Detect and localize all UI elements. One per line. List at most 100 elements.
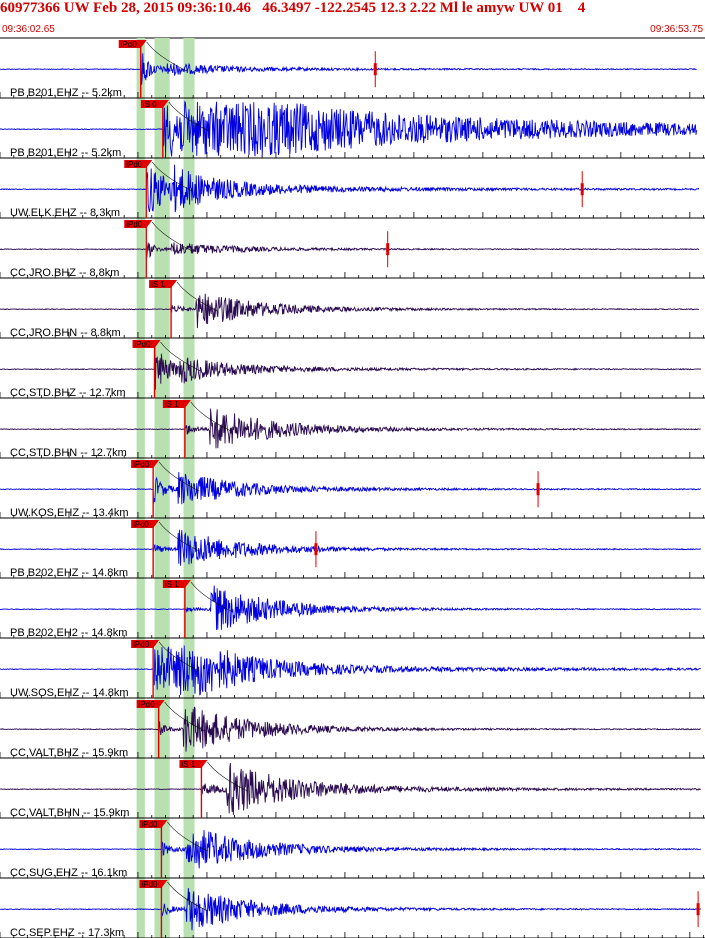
pick-label: iS 1 (151, 280, 165, 289)
trace-row: iPd0 UW.ELK.EHZ -- 8.3km (0, 160, 705, 219)
station-label: CC.STD.BHN -- 12.7km (10, 447, 127, 459)
pick-flag (136, 700, 159, 708)
pick-flag-tip (153, 460, 160, 468)
pick-flag (162, 400, 185, 408)
theoretical-curve (167, 821, 208, 852)
theoretical-curve (176, 281, 218, 312)
pick-flag (149, 280, 172, 288)
amplitude-box (536, 483, 540, 496)
trace-row: iPd0 CC.VALT.BHZ -- 15.9km (0, 700, 705, 759)
waveform-trace (0, 344, 702, 390)
pick-window-1 (160, 38, 170, 938)
pick-flag (162, 580, 185, 588)
station-label: CC.SEP.EHZ -- 17.3km (10, 927, 124, 938)
theoretical-curve (151, 161, 193, 192)
station-label: PB B201.EHZ -- 5.2km (10, 87, 122, 99)
pick-flag-tip (146, 160, 153, 168)
theoretical-curve (146, 41, 187, 72)
station-label: CC.VALT.BHN -- 15.9km (10, 807, 129, 819)
trace-row: iPd0 CC.STD.BHZ -- 12.7km (0, 340, 705, 399)
station-label: CC.STD.BHZ -- 12.7km (10, 387, 126, 399)
pick-flag (131, 520, 154, 528)
theoretical-curve (167, 881, 208, 912)
station-label: UW.KOS.EHZ -- 13.4km (10, 507, 129, 519)
amplitude-box (373, 63, 377, 76)
pick-flag-tip (161, 820, 168, 828)
theoretical-curve (168, 101, 209, 132)
station-label: PB B202.EHZ -- 14.8km (10, 567, 128, 579)
pick-flag-tip (140, 40, 147, 48)
event-header: 60977366 UW Feb 28, 2015 09:36:10.46 46.… (0, 0, 586, 16)
pick-label: iS 1 (165, 580, 179, 589)
pick-flag-tip (184, 400, 191, 408)
pick-label: iPd0 (121, 40, 138, 49)
trace-row: iPd0 UW.SOS.EHZ -- 14.8km (0, 640, 705, 699)
station-label: CC.VALT.BHZ -- 15.9km (10, 747, 128, 759)
theoretical-curve (190, 401, 232, 432)
pick-label: iS 1 (165, 400, 179, 409)
pick-label: iPd0 (141, 820, 158, 829)
pick-label: iS 0 (143, 100, 157, 109)
pick-window-0 (136, 38, 145, 938)
waveform-trace (0, 830, 702, 869)
waveform-trace (0, 585, 701, 631)
pick-flag (118, 40, 141, 48)
theoretical-curve (160, 341, 201, 372)
station-label: CC.JRO.BHZ -- 8.8km (10, 267, 119, 279)
trace-row: iS 0 PB B201.EH2 -- 5.2km (0, 100, 705, 159)
theoretical-curve (158, 521, 200, 552)
waveform-trace (0, 242, 700, 260)
waveform-trace (0, 52, 697, 85)
trace-row: iPc0 PB B202.EHZ -- 14.8km (0, 520, 705, 579)
waveform-trace (0, 293, 700, 329)
pick-flag-tip (153, 640, 160, 648)
pick-label: iPd0 (133, 640, 150, 649)
theoretical-curve (158, 461, 200, 492)
pick-flag-tip (162, 100, 169, 108)
station-label: UW.ELK.EHZ -- 8.3km (10, 207, 120, 219)
pick-label: iPd0 (139, 700, 156, 709)
pick-flag (124, 160, 147, 168)
trace-row: iS 1 CC.VALT.BHN -- 15.9km (0, 760, 705, 819)
pick-flag-tip (153, 520, 160, 528)
pick-flag (179, 760, 202, 768)
station-label: CC.JRO.BHN -- 8.8km (10, 327, 121, 339)
pick-flag-tip (158, 700, 165, 708)
pick-flag (139, 820, 162, 828)
pick-flag (131, 640, 154, 648)
pick-window-3 (183, 38, 195, 938)
amplitude-box (386, 243, 390, 256)
trace-row: iPd0 CC.SUG.EHZ -- 16.1km (0, 820, 705, 879)
station-label: PB B202.EH2 -- 14.8km (10, 627, 127, 639)
waveform-trace (0, 645, 701, 696)
pick-flag-tip (171, 280, 178, 288)
waveform-trace (0, 888, 702, 931)
pick-flag-tip (146, 220, 153, 228)
pick-label: iPd0 (133, 460, 150, 469)
end-time-label: 09:36:53.75 (650, 24, 703, 35)
pick-flag-tip (201, 760, 208, 768)
trace-row: iPd0 CC.JRO.BHZ -- 8.8km (0, 220, 705, 279)
trace-row: iPd0 UW.KOS.EHZ -- 13.4km (0, 460, 705, 519)
pick-flag (140, 100, 163, 108)
trace-row: iS 1 CC.JRO.BHN -- 8.8km (0, 280, 705, 339)
waveform-trace (0, 763, 702, 815)
station-label: CC.SUG.EHZ -- 16.1km (10, 867, 127, 879)
waveform-trace (0, 529, 702, 566)
trace-row: iS 1 PB B202.EH2 -- 14.8km (0, 580, 705, 639)
trace-row: iPd0 PB B201.EHZ -- 5.2km (0, 40, 705, 99)
pick-flag-tip (161, 880, 168, 888)
pick-flag (131, 460, 154, 468)
theoretical-curve (158, 641, 200, 672)
pick-label: iPd0 (135, 340, 152, 349)
trace-row: iPd0 CC.SEP.EHZ -- 17.3km (0, 880, 705, 938)
waveform-trace (0, 100, 698, 157)
start-time-label: 09:36:02.65 (2, 24, 55, 35)
pick-flag (132, 340, 155, 348)
pick-label: iPd0 (126, 160, 143, 169)
station-label: PB B201.EH2 -- 5.2km (10, 147, 121, 159)
amplitude-box (580, 183, 584, 196)
pick-flag (139, 880, 162, 888)
